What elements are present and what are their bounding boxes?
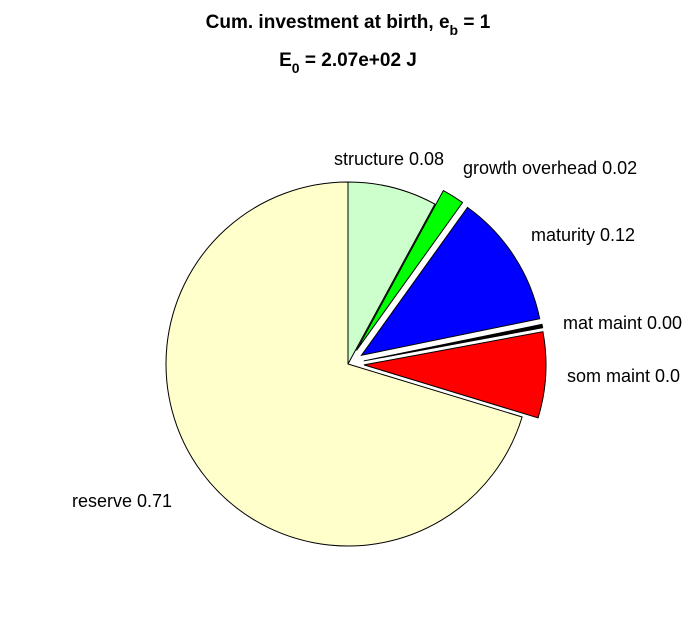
pie-slice-som-maint	[363, 331, 547, 419]
title-line1-main: Cum. investment at birth, e	[206, 12, 450, 33]
slice-label-structure: structure 0.08	[334, 149, 444, 169]
pie-slices	[165, 181, 547, 547]
slice-label-mat-maint: mat maint 0.00	[563, 313, 682, 333]
title-line2-tail: = 2.07e+02 J	[300, 50, 417, 71]
pie-slice-growth-overhead	[356, 189, 464, 351]
title-line2-subscript: 0	[292, 60, 300, 76]
slice-label-growth-overhead: growth overhead 0.02	[463, 158, 637, 178]
pie-slice-mat-maint	[363, 323, 544, 362]
slice-label-maturity: maturity 0.12	[531, 225, 635, 245]
pie-slice-maturity	[360, 206, 541, 357]
title-line2-main: E	[279, 50, 292, 71]
slice-label-reserve: reserve 0.71	[72, 491, 172, 511]
chart-title-line1: Cum. investment at birth, eb = 1	[206, 12, 491, 38]
title-line1-tail: = 1	[458, 12, 491, 33]
title-line1-subscript: b	[450, 22, 459, 38]
pie-slice-structure	[347, 181, 436, 365]
slice-label-som-maint: som maint 0.0	[567, 366, 680, 386]
pie-labels: structure 0.08 growth overhead 0.02 maturi…	[72, 149, 682, 511]
pie-slice-reserve	[165, 181, 523, 547]
chart-title-line2: E0 = 2.07e+02 J	[279, 50, 417, 76]
